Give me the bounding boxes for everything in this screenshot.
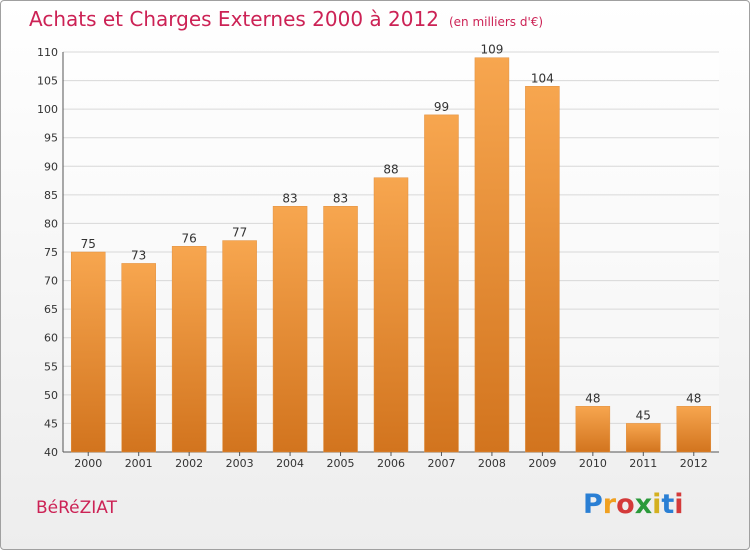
x-tick-label: 2000 — [74, 457, 102, 470]
x-tick-label: 2001 — [125, 457, 153, 470]
x-tick-label: 2008 — [478, 457, 506, 470]
logo-letter: o — [616, 489, 635, 520]
bar — [373, 177, 409, 453]
data-label: 48 — [585, 391, 600, 405]
logo-letter: P — [583, 489, 603, 520]
logo-letter: x — [634, 489, 653, 520]
data-label: 45 — [636, 408, 651, 422]
y-tick-label: 50 — [44, 389, 58, 402]
y-tick-label: 65 — [44, 303, 58, 316]
bar — [575, 406, 611, 453]
x-tick-label: 2004 — [276, 457, 304, 470]
chart-title: Achats et Charges Externes 2000 à 2012 (e… — [29, 7, 543, 31]
data-label: 88 — [383, 163, 398, 177]
bar — [626, 423, 661, 453]
y-tick-label: 90 — [44, 160, 58, 173]
data-label: 83 — [333, 191, 348, 205]
y-tick-label: 60 — [44, 332, 58, 345]
x-tick-label: 2005 — [327, 457, 355, 470]
y-tick-label: 55 — [44, 360, 58, 373]
y-tick-label: 85 — [44, 189, 58, 202]
bar — [676, 406, 712, 453]
logo-letter: t — [661, 489, 675, 520]
bar — [272, 206, 308, 453]
bar — [222, 240, 257, 453]
bar — [121, 263, 156, 453]
data-label: 99 — [434, 100, 449, 114]
bar — [70, 251, 106, 453]
y-tick-label: 45 — [44, 417, 58, 430]
x-tick-label: 2007 — [427, 457, 455, 470]
y-tick-label: 95 — [44, 132, 58, 145]
x-tick-label: 2006 — [377, 457, 405, 470]
data-label: 104 — [531, 71, 554, 85]
y-tick-label: 75 — [44, 246, 58, 259]
y-tick-label: 40 — [44, 446, 58, 459]
y-tick-label: 105 — [37, 75, 58, 88]
logo-letter: i — [674, 489, 684, 520]
data-label: 75 — [81, 237, 96, 251]
chart-title-text: Achats et Charges Externes 2000 à 2012 — [29, 7, 439, 31]
data-label: 109 — [480, 43, 503, 57]
data-label: 48 — [686, 391, 701, 405]
bar — [171, 246, 207, 453]
data-label: 73 — [131, 248, 146, 262]
chart-unit: (en milliers d'€) — [448, 15, 544, 29]
bar — [424, 114, 459, 453]
x-tick-label: 2010 — [579, 457, 607, 470]
y-tick-label: 80 — [44, 217, 58, 230]
y-tick-label: 70 — [44, 275, 58, 288]
x-tick-label: 2011 — [629, 457, 657, 470]
logo-letter: i — [652, 489, 662, 520]
bar — [525, 86, 560, 453]
data-label: 83 — [282, 191, 297, 205]
y-tick-label: 100 — [37, 103, 58, 116]
x-tick-label: 2002 — [175, 457, 203, 470]
commune-name: BéRéZIAT — [36, 498, 117, 518]
x-tick-label: 2012 — [680, 457, 708, 470]
bar — [474, 57, 510, 453]
x-tick-label: 2009 — [528, 457, 556, 470]
data-label: 77 — [232, 226, 247, 240]
logo-letter: r — [602, 489, 617, 520]
x-tick-label: 2003 — [226, 457, 254, 470]
proxiti-logo: Proxiti — [583, 489, 684, 520]
y-tick-label: 110 — [37, 46, 58, 59]
data-label: 76 — [182, 231, 197, 245]
bar — [323, 206, 358, 453]
